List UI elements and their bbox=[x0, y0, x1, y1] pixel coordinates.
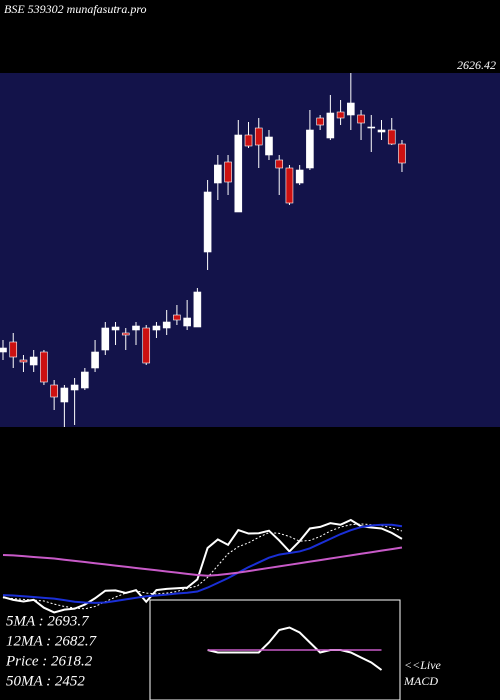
candle-body bbox=[265, 136, 273, 156]
candle-body bbox=[336, 111, 345, 119]
price-panel bbox=[0, 73, 500, 427]
candle-body bbox=[234, 134, 243, 213]
candle-body bbox=[244, 134, 253, 147]
ma-line bbox=[2, 518, 403, 614]
candle-body bbox=[183, 317, 191, 327]
macd-line bbox=[207, 626, 383, 671]
candle-body bbox=[9, 341, 18, 358]
candle-body bbox=[295, 169, 304, 184]
candle-body bbox=[91, 351, 99, 369]
candle-body bbox=[0, 347, 7, 353]
candle-body bbox=[50, 384, 58, 398]
candle-body bbox=[377, 129, 386, 133]
candle-body bbox=[40, 351, 48, 383]
candle-body bbox=[254, 127, 263, 146]
candle-body bbox=[111, 326, 120, 331]
macd-label: MACD bbox=[403, 674, 438, 688]
candle-body bbox=[132, 325, 140, 331]
live-label: <<Live bbox=[404, 658, 442, 672]
candle-body bbox=[214, 164, 222, 184]
candle-body bbox=[326, 112, 335, 139]
ma-line bbox=[2, 523, 403, 604]
price-label: 2626.42 bbox=[457, 58, 496, 72]
candle-body bbox=[152, 325, 161, 331]
candle-body bbox=[70, 384, 79, 391]
candle-body bbox=[142, 327, 151, 364]
candle-body bbox=[162, 321, 171, 329]
ma-line bbox=[2, 546, 403, 577]
candle-body bbox=[367, 126, 376, 129]
candle-body bbox=[121, 332, 130, 336]
candle-body bbox=[398, 143, 406, 164]
candle-body bbox=[203, 191, 212, 253]
candle-body bbox=[29, 356, 38, 366]
candle-body bbox=[173, 314, 181, 321]
candle-body bbox=[306, 129, 314, 169]
candle-body bbox=[224, 161, 232, 183]
candle-body bbox=[19, 359, 28, 363]
candle-body bbox=[285, 167, 294, 204]
candle-body bbox=[193, 291, 202, 328]
ma-line bbox=[2, 523, 403, 610]
legend-text: Price : 2618.2 bbox=[5, 653, 93, 669]
candle-body bbox=[387, 129, 396, 145]
legend-text: 12MA : 2682.7 bbox=[6, 633, 98, 649]
legend-text: 5MA : 2693.7 bbox=[6, 613, 90, 629]
candle-body bbox=[316, 117, 324, 126]
candle-body bbox=[81, 371, 89, 389]
candle-body bbox=[275, 159, 284, 169]
candle-body bbox=[347, 102, 355, 116]
chart-title: BSE 539302 munafasutra.pro bbox=[4, 2, 147, 16]
candle-body bbox=[101, 327, 110, 351]
legend-text: 50MA : 2452 bbox=[6, 673, 85, 689]
candle-body bbox=[60, 387, 69, 403]
candle-body bbox=[357, 114, 365, 124]
